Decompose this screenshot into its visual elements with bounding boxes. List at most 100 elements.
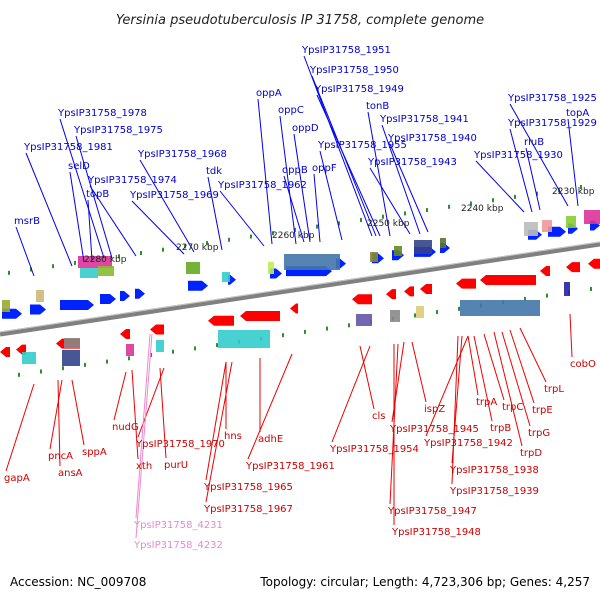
genome-backbone: [0, 241, 600, 337]
leader-line: [25, 152, 73, 267]
feature-box: [268, 262, 274, 274]
leader-line: [389, 143, 429, 233]
forward-gene-label: YpsIP31758_1981: [23, 142, 113, 153]
reverse-gene-label: trpD: [520, 448, 542, 459]
feature-box: [36, 290, 44, 302]
feature-box: [126, 344, 134, 356]
leader-line: [316, 94, 381, 237]
forward-gene-label: YpsIP31758_1969: [129, 190, 219, 201]
leader-line: [205, 361, 233, 503]
reverse-gene-label: YpsIP31758_1939: [449, 486, 539, 497]
scale-tick: [470, 201, 472, 206]
leader-line: [159, 367, 167, 459]
leader-line: [467, 335, 479, 396]
reverse-gene-label: ansA: [58, 468, 83, 479]
scale-tick: [436, 310, 438, 315]
scale-tick: [360, 218, 362, 222]
leader-line: [569, 313, 573, 358]
scale-tick: [382, 214, 384, 219]
forward-gene-label: selD: [68, 161, 90, 172]
forward-gene-label: rluB: [524, 137, 544, 148]
scale-tick: [106, 359, 108, 364]
feature-box: [64, 338, 80, 348]
scale-tick: [250, 234, 252, 239]
forward-gene-arrow: [60, 300, 94, 310]
leader-line: [135, 333, 151, 519]
scale-label: 2250 kbp: [367, 219, 410, 229]
reverse-gene-arrow: [150, 324, 164, 335]
leader-line: [475, 160, 525, 213]
feature-box: [284, 254, 340, 270]
leader-line: [411, 341, 427, 403]
feature-box: [218, 330, 270, 348]
leader-line: [57, 379, 61, 467]
scale-tick: [194, 346, 196, 351]
scale-tick: [404, 211, 406, 216]
leader-line: [15, 226, 35, 277]
feature-box: [460, 300, 540, 316]
feature-box: [98, 266, 114, 276]
leader-line: [493, 331, 523, 447]
reverse-gene-label: YpsIP31758_1938: [449, 465, 539, 476]
leader-line: [279, 115, 297, 245]
scale-tick: [492, 198, 494, 203]
reverse-gene-label: YpsIP31758_1948: [391, 527, 481, 538]
scale-label: 2260 kbp: [272, 231, 315, 241]
forward-gene-label: YpsIP31758_1950: [309, 65, 399, 76]
feature-box: [80, 268, 98, 278]
feature-box: [222, 272, 230, 282]
reverse-gene-arrow: [456, 278, 476, 289]
leader-line: [219, 190, 265, 247]
scale-tick: [338, 221, 340, 226]
leader-line: [425, 335, 469, 437]
reverse-gene-arrow: [290, 303, 298, 314]
reverse-gene-arrow: [480, 275, 536, 285]
scale-tick: [184, 244, 186, 249]
scale-tick: [150, 353, 152, 357]
scale-tick: [62, 366, 64, 371]
leader-line: [567, 118, 579, 207]
leader-line: [5, 383, 35, 472]
reverse-gene-label: trpC: [502, 402, 523, 413]
leader-line: [359, 345, 375, 410]
forward-gene-label: YpsIP31758_1955: [317, 140, 407, 151]
forward-gene-arrow: [100, 294, 116, 304]
feature-box: [62, 350, 80, 366]
leader-line: [509, 329, 535, 404]
forward-gene-label: tdk: [206, 166, 222, 177]
feature-box: [2, 300, 10, 312]
forward-gene-arrow: [188, 280, 208, 291]
reverse-gene-arrow: [240, 311, 280, 321]
reverse-gene-label: purU: [164, 460, 188, 471]
reverse-gene-label: YpsIP31758_1947: [387, 506, 477, 517]
scale-tick: [8, 270, 10, 275]
leader-line: [519, 327, 547, 383]
reverse-gene-label: adhE: [258, 434, 283, 445]
feature-box: [390, 310, 400, 322]
leader-line: [69, 171, 85, 263]
reverse-gene-arrow: [386, 289, 396, 300]
forward-gene-label: YpsIP31758_1968: [137, 149, 227, 160]
scale-tick: [426, 208, 428, 213]
reverse-gene-arrow: [0, 347, 10, 357]
feature-box: [22, 352, 36, 364]
reverse-gene-label: YpsIP31758_1961: [245, 461, 335, 472]
reverse-gene-label: YpsIP31758_1945: [389, 424, 479, 435]
leader-line: [139, 159, 195, 253]
backbone-highlight: [0, 241, 600, 333]
forward-gene-label: YpsIP31758_1940: [387, 133, 477, 144]
scale-tick: [580, 185, 582, 189]
forward-gene-label: topB: [86, 189, 109, 200]
feature-box: [186, 262, 200, 274]
leader-line: [257, 98, 273, 245]
scale-tick: [546, 293, 548, 298]
forward-gene-label: msrB: [14, 216, 40, 227]
leader-line: [293, 133, 311, 243]
scale-tick: [84, 362, 86, 367]
leader-line: [303, 55, 373, 237]
feature-box: [78, 256, 112, 268]
scale-label: 2280 kbp: [84, 255, 127, 265]
scale-tick: [52, 264, 54, 269]
scale-tick: [118, 254, 120, 259]
forward-gene-label: YpsIP31758_1930: [473, 150, 563, 161]
